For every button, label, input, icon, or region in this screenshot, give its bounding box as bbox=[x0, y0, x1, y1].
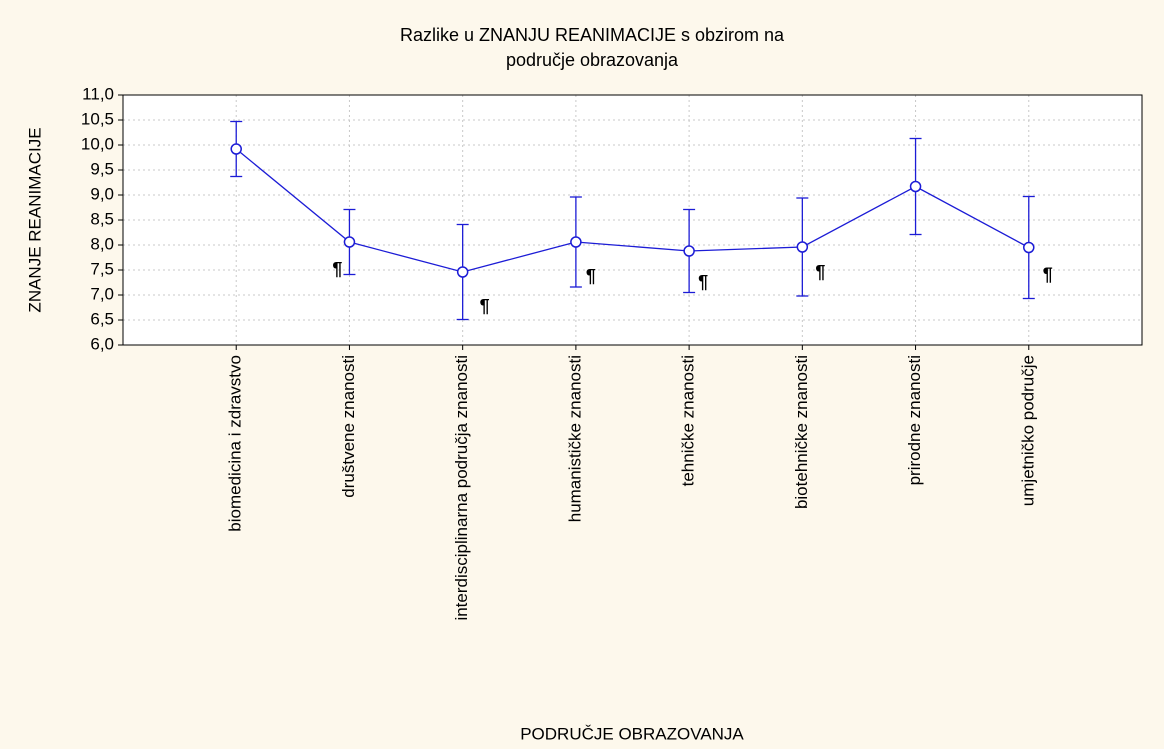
y-tick-label: 8,0 bbox=[90, 234, 114, 253]
y-tick-label: 6,5 bbox=[90, 309, 114, 328]
point bbox=[909, 180, 922, 193]
chart-title: Razlike u ZNANJU REANIMACIJE s obzirom n… bbox=[400, 25, 785, 45]
y-tick-label: 7,5 bbox=[90, 259, 114, 278]
point bbox=[456, 266, 469, 278]
y-tick-label: 10,0 bbox=[81, 134, 114, 153]
y-tick-label: 11,0 bbox=[82, 84, 114, 103]
y-tick-label: 9,0 bbox=[90, 184, 114, 203]
point bbox=[1023, 241, 1035, 254]
x-tick-label: umjetničko područje bbox=[1018, 355, 1037, 506]
annotation: ¶ bbox=[332, 259, 342, 279]
x-tick-label: interdisciplinarna područja znanosti bbox=[452, 355, 471, 621]
x-tick-label: biomedicina i zdravstvo bbox=[226, 355, 245, 532]
point bbox=[796, 241, 809, 253]
plot-frame bbox=[122, 94, 1143, 346]
x-tick-label: biotehničke znanosti bbox=[792, 355, 811, 509]
plot-area bbox=[123, 95, 1142, 345]
y-tick-label: 6,0 bbox=[90, 334, 114, 353]
annotation: ¶ bbox=[480, 296, 490, 316]
chart-title: područje obrazovanja bbox=[506, 50, 679, 70]
y-tick-label: 7,0 bbox=[90, 284, 114, 303]
point bbox=[683, 245, 695, 257]
line bbox=[235, 148, 1030, 273]
annotation: ¶ bbox=[586, 266, 596, 286]
x-tick-label: prirodne znanosti bbox=[905, 355, 924, 485]
y-tick-label: 8,5 bbox=[90, 209, 114, 228]
y-tick-label: 10,5 bbox=[81, 109, 114, 128]
point bbox=[343, 236, 356, 248]
x-tick-label: tehničke znanosti bbox=[679, 355, 698, 486]
y-axis-label: ZNANJE REANIMACIJE bbox=[25, 127, 44, 312]
x-axis-label: PODRUČJE OBRAZOVANJA bbox=[520, 724, 744, 743]
annotation: ¶ bbox=[815, 262, 825, 282]
point bbox=[570, 236, 582, 248]
annotation: ¶ bbox=[698, 272, 708, 292]
point bbox=[230, 143, 242, 155]
annotation: ¶ bbox=[1043, 264, 1053, 284]
x-tick-label: humanističke znanosti bbox=[565, 355, 584, 522]
y-tick-label: 9,5 bbox=[90, 159, 114, 178]
x-tick-label: društvene znanosti bbox=[339, 355, 358, 498]
